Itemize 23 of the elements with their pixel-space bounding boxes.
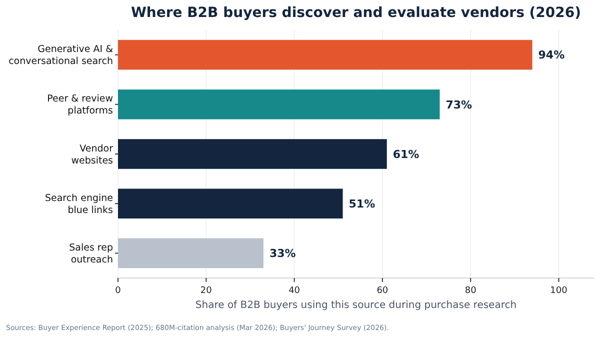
- y-tick-label: Vendor websites: [71, 143, 114, 166]
- data-label: 61%: [392, 148, 420, 161]
- bar: [118, 90, 440, 120]
- x-tick-label: 100: [550, 286, 568, 296]
- y-tick-label: Generative AI & conversational search: [8, 44, 114, 68]
- x-tick-label: 80: [464, 286, 477, 296]
- y-tick-label: Peer & review platforms: [47, 94, 114, 117]
- bar: [118, 139, 387, 169]
- chart-title: Where B2B buyers discover and evaluate vendors (2026): [130, 5, 582, 21]
- x-tick-label: 20: [200, 286, 212, 296]
- x-tick-label: 40: [288, 286, 300, 296]
- data-label: 73%: [446, 98, 472, 112]
- data-label: 94%: [538, 48, 565, 62]
- data-label: 33%: [269, 247, 296, 260]
- data-label: 51%: [348, 197, 376, 210]
- bar: [118, 188, 343, 218]
- x-axis-title: Share of B2B buyers using this source during purchase research: [195, 300, 517, 311]
- y-tick-label: Search engine blue links: [44, 192, 114, 216]
- x-tick-label: 0: [115, 286, 122, 296]
- bar: [118, 238, 264, 268]
- bar: [118, 40, 532, 70]
- x-tick-label: 60: [376, 286, 388, 296]
- y-tick-label: Sales rep outreach: [69, 242, 113, 266]
